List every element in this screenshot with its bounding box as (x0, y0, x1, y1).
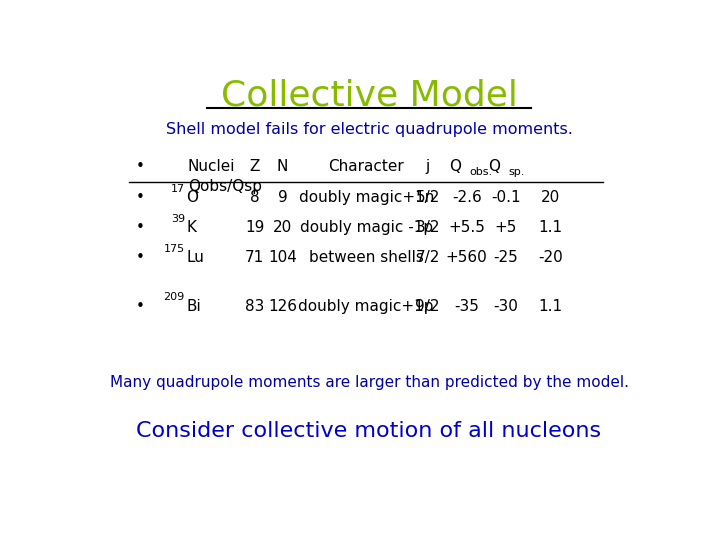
Text: -30: -30 (493, 299, 518, 314)
Text: Nuclei: Nuclei (188, 159, 235, 174)
Text: Shell model fails for electric quadrupole moments.: Shell model fails for electric quadrupol… (166, 122, 572, 137)
Text: 1.1: 1.1 (539, 220, 562, 235)
Text: 71: 71 (245, 250, 264, 265)
Text: •: • (136, 191, 145, 205)
Text: 17: 17 (171, 184, 185, 194)
Text: •: • (136, 299, 145, 314)
Text: N: N (276, 159, 288, 174)
Text: 7/2: 7/2 (415, 250, 440, 265)
Text: 39: 39 (171, 214, 185, 224)
Text: sp.: sp. (508, 167, 525, 177)
Text: 209: 209 (163, 292, 185, 302)
Text: Character: Character (328, 159, 404, 174)
Text: obs.: obs. (469, 167, 492, 177)
Text: •: • (136, 220, 145, 235)
Text: doubly magic+1p: doubly magic+1p (299, 299, 434, 314)
Text: 8: 8 (250, 191, 259, 205)
Text: 19: 19 (245, 220, 264, 235)
Text: Bi: Bi (186, 299, 202, 314)
Text: between shells: between shells (309, 250, 423, 265)
Text: doubly magic+1n: doubly magic+1n (299, 191, 434, 205)
Text: 1.1: 1.1 (539, 299, 562, 314)
Text: 9/2: 9/2 (415, 299, 440, 314)
Text: -20: -20 (538, 250, 563, 265)
Text: Z: Z (249, 159, 260, 174)
Text: Q: Q (488, 159, 500, 174)
Text: 20: 20 (273, 220, 292, 235)
Text: Q: Q (449, 159, 461, 174)
Text: Many quadrupole moments are larger than predicted by the model.: Many quadrupole moments are larger than … (109, 375, 629, 390)
Text: Qobs/Qsp: Qobs/Qsp (188, 179, 261, 194)
Text: 9: 9 (278, 191, 287, 205)
Text: •: • (136, 250, 145, 265)
Text: Lu: Lu (186, 250, 204, 265)
Text: 104: 104 (268, 250, 297, 265)
Text: -35: -35 (454, 299, 479, 314)
Text: +5: +5 (495, 220, 517, 235)
Text: -0.1: -0.1 (491, 191, 521, 205)
Text: -25: -25 (493, 250, 518, 265)
Text: O: O (186, 191, 199, 205)
Text: 83: 83 (245, 299, 264, 314)
Text: Collective Model: Collective Model (220, 79, 518, 113)
Text: 3/2: 3/2 (415, 220, 440, 235)
Text: K: K (186, 220, 197, 235)
Text: j: j (426, 159, 430, 174)
Text: 5/2: 5/2 (415, 191, 440, 205)
Text: 126: 126 (268, 299, 297, 314)
Text: -2.6: -2.6 (451, 191, 482, 205)
Text: doubly magic -1p: doubly magic -1p (300, 220, 433, 235)
Text: +560: +560 (446, 250, 487, 265)
Text: 20: 20 (541, 191, 560, 205)
Text: •: • (136, 159, 145, 174)
Text: Consider collective motion of all nucleons: Consider collective motion of all nucleo… (136, 421, 602, 441)
Text: +5.5: +5.5 (449, 220, 485, 235)
Text: 175: 175 (163, 244, 185, 254)
